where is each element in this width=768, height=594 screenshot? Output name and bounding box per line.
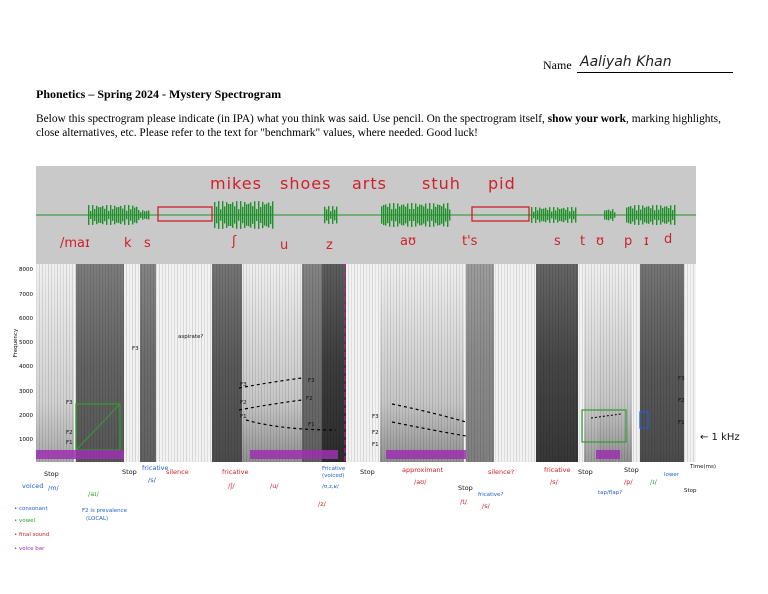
segment-p: p: [624, 234, 633, 249]
y-tick-7000: 7000: [19, 292, 33, 298]
fricative-label-3: fricative?: [478, 492, 504, 498]
fricative-label-1: fricative: [142, 464, 169, 472]
formant-f2-4: F2: [306, 396, 313, 402]
segment-d: d: [664, 232, 673, 247]
formant-f2-1: F2: [66, 430, 73, 436]
silence-box-2: [471, 206, 530, 222]
p-label: /p/: [624, 478, 633, 486]
segment-z: z: [326, 238, 333, 253]
gloss-word-3: arts: [352, 174, 387, 193]
instructions: Below this spectrogram please indicate (…: [36, 112, 726, 140]
formant-f1-3: F1: [240, 414, 247, 420]
instructions-part-2: , marking highlights, close alternatives…: [36, 113, 721, 139]
aspirate-note: aspirate?: [178, 334, 204, 340]
f2-note-1: F2 is prevalence: [82, 508, 127, 514]
stop-label-1: Stop: [44, 470, 59, 478]
gloss-word-1: mikes: [210, 174, 262, 193]
tap-label: tap/flap?: [598, 490, 623, 496]
y-tick-8000: 8000: [19, 267, 33, 273]
formant-f3-6: F3: [678, 376, 685, 382]
stop-label-2: Stop: [122, 468, 137, 476]
y-tick-1000: 1000: [19, 437, 33, 443]
fricative-label-2: fricative: [222, 468, 249, 476]
y-tick-3000: 3000: [19, 389, 33, 395]
segment-i: ɪ: [644, 234, 649, 249]
legend-consonant: • consonant: [14, 506, 48, 512]
y-tick-6000: 6000: [19, 316, 33, 322]
gloss-word-2: shoes: [280, 174, 332, 193]
lower-label: lower: [664, 472, 680, 478]
formant-f1-5: F1: [372, 442, 379, 448]
stop-label-4: Stop: [458, 484, 473, 492]
segment-sh: ʃ: [232, 234, 237, 249]
u-label: /u/: [270, 482, 279, 490]
s-label-2: /s/: [482, 502, 490, 510]
legend-voice: • voice bar: [14, 546, 45, 552]
fricative-label-4: fricative: [544, 466, 571, 474]
formant-f3-3: F3: [240, 382, 247, 388]
au-label: /aʊ/: [414, 478, 427, 486]
spectrogram: [36, 264, 696, 462]
z-options-label: /ʊ,z,ʁ/: [322, 484, 339, 490]
segment-au: aʊ: [400, 234, 416, 249]
formant-f1-1: F1: [66, 440, 73, 446]
approximant-label: approximant: [402, 466, 444, 474]
silence-box-1: [157, 206, 213, 222]
segment-u: u: [280, 238, 289, 253]
gloss-word-5: pid: [488, 174, 516, 193]
stop-label-6: Stop: [624, 466, 639, 474]
voiced-label: voiced: [22, 482, 44, 490]
segment-k: k: [124, 236, 132, 251]
name-underline: [577, 72, 733, 73]
m-label: /m/: [48, 484, 59, 492]
formant-f1-6: F1: [678, 420, 685, 426]
silence-label-2: silence?: [488, 468, 515, 476]
formant-f3-4: F3: [308, 378, 315, 384]
segment-s: s: [144, 236, 151, 251]
segment-s2: s: [554, 234, 561, 249]
formant-f3-1: F3: [66, 400, 73, 406]
f2-note-2: (LOCAL): [86, 516, 109, 522]
s-label-1: /s/: [148, 476, 156, 484]
formant-f2-5: F2: [372, 430, 379, 436]
formant-f1-4: F1: [308, 422, 315, 428]
y-tick-5000: 5000: [19, 340, 33, 346]
ai-label: /aɪ/: [88, 490, 99, 498]
t-label: /t/: [460, 498, 467, 506]
fricative-voiced-label: Fricative (voiced): [322, 466, 346, 479]
stop-label-3: Stop: [360, 468, 375, 476]
name-label: Name: [543, 58, 572, 72]
legend-final: • final sound: [14, 532, 50, 538]
y-tick-4000: 4000: [19, 364, 33, 370]
one-khz-label: ← 1 kHz: [700, 432, 740, 443]
name-value: Aaliyah Khan: [580, 54, 672, 70]
time-label: Time(ms): [690, 464, 716, 470]
gloss-word-4: stuh: [422, 174, 461, 193]
legend-vowel: • vowel: [14, 518, 36, 524]
formant-f3-5: F3: [372, 414, 379, 420]
formant-f2-3: F2: [240, 400, 247, 406]
i-label: /ɪ/: [650, 478, 657, 486]
y-tick-2000: 2000: [19, 413, 33, 419]
silence-label-1: silence: [166, 468, 189, 476]
segment-v: ʊ: [596, 234, 605, 249]
sh-label: /ʃ/: [228, 482, 235, 490]
segment-ts: t's: [462, 234, 478, 249]
segment-t: t: [580, 234, 586, 249]
formant-f2-6: F2: [678, 398, 685, 404]
s-label-3: /s/: [550, 478, 558, 486]
waveform: [36, 201, 696, 229]
formant-f3-2: F3: [132, 346, 139, 352]
page-title: Phonetics – Spring 2024 - Mystery Spectr…: [36, 87, 282, 101]
instructions-bold: show your work: [547, 113, 627, 125]
segment-mai: /maɪ: [60, 236, 90, 251]
z-label: /z/: [318, 500, 326, 508]
stop-label-5: Stop: [578, 468, 593, 476]
instructions-part-1: Below this spectrogram please indicate (…: [36, 113, 548, 125]
stop-label-7: Stop: [684, 488, 697, 494]
